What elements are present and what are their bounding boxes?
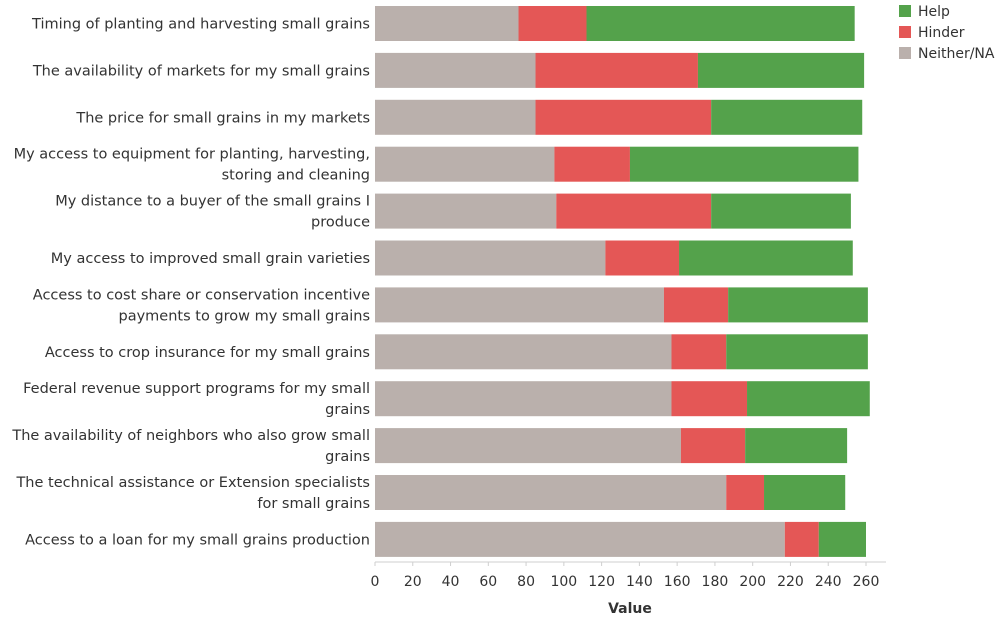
legend-swatch-help: [899, 5, 911, 17]
x-tick-label-240: 240: [815, 574, 842, 590]
x-tick-label-80: 80: [517, 574, 535, 590]
legend-label-help: Help: [918, 4, 950, 20]
legend: Help Hinder Neither/NA: [899, 4, 995, 62]
bar-neither-na-9: [375, 428, 681, 464]
bar-hinder-6: [663, 287, 729, 323]
bar-hinder-9: [680, 428, 746, 464]
x-tick-label-200: 200: [739, 574, 766, 590]
category-label-4-line-1: produce: [311, 215, 370, 231]
x-tick-label-140: 140: [626, 574, 653, 590]
bar-hinder-2: [535, 99, 712, 135]
bar-neither-na-6: [375, 287, 664, 323]
bar-hinder-5: [605, 240, 680, 276]
bar-hinder-4: [556, 193, 712, 229]
bar-hinder-10: [726, 475, 765, 510]
bar-neither-na-8: [375, 381, 672, 417]
x-tick-label-180: 180: [702, 574, 729, 590]
bar-hinder-1: [535, 52, 698, 88]
bar-help-3: [629, 146, 859, 182]
category-label-7-line-0: Access to crop insurance for my small gr…: [45, 345, 370, 361]
category-label-2-line-0: The price for small grains in my markets: [75, 110, 370, 126]
category-label-10-line-0: The technical assistance or Extension sp…: [15, 475, 370, 491]
legend-swatch-neither-na: [899, 47, 911, 59]
bar-help-0: [586, 6, 855, 41]
category-label-5-line-0: My access to improved small grain variet…: [51, 251, 370, 267]
bar-help-2: [711, 99, 863, 135]
bar-neither-na-3: [375, 146, 555, 182]
bar-hinder-7: [671, 334, 727, 370]
bar-hinder-0: [518, 6, 587, 41]
bar-hinder-8: [671, 381, 748, 417]
category-label-4-line-0: My distance to a buyer of the small grai…: [55, 194, 370, 210]
bar-hinder-11: [784, 521, 819, 557]
x-tick-label-100: 100: [550, 574, 577, 590]
x-tick-label-220: 220: [777, 574, 804, 590]
bar-neither-na-5: [375, 240, 606, 276]
legend-label-neither-na: Neither/NA: [918, 46, 995, 62]
category-labels: Timing of planting and harvesting small …: [11, 17, 370, 549]
category-label-0-line-0: Timing of planting and harvesting small …: [31, 17, 370, 33]
x-axis-title: Value: [608, 601, 652, 617]
bar-help-1: [697, 52, 865, 88]
bar-neither-na-10: [375, 475, 727, 510]
bar-help-5: [679, 240, 853, 276]
bar-neither-na-4: [375, 193, 557, 229]
bar-help-6: [728, 287, 868, 323]
bar-neither-na-0: [375, 6, 519, 41]
x-tick-label-0: 0: [371, 574, 380, 590]
bar-neither-na-7: [375, 334, 672, 370]
bar-neither-na-1: [375, 52, 536, 88]
bar-help-7: [726, 334, 868, 370]
x-tick-label-160: 160: [664, 574, 691, 590]
bar-help-4: [711, 193, 851, 229]
bars-group: [375, 6, 870, 557]
category-label-3-line-0: My access to equipment for planting, har…: [14, 147, 370, 163]
x-tick-label-60: 60: [479, 574, 497, 590]
bar-hinder-3: [554, 146, 630, 182]
x-tick-label-120: 120: [588, 574, 615, 590]
category-label-1-line-0: The availability of markets for my small…: [32, 63, 370, 79]
bar-neither-na-2: [375, 99, 536, 135]
x-tick-label-40: 40: [442, 574, 460, 590]
x-tick-label-20: 20: [404, 574, 422, 590]
category-label-9-line-1: grains: [325, 449, 370, 465]
bar-help-10: [764, 475, 846, 510]
category-label-10-line-1: for small grains: [257, 496, 370, 512]
bar-help-9: [745, 428, 848, 464]
category-label-8-line-1: grains: [325, 402, 370, 418]
bar-help-11: [818, 521, 866, 557]
category-label-6-line-1: payments to grow my small grains: [119, 308, 370, 324]
bar-neither-na-11: [375, 521, 785, 557]
category-label-6-line-0: Access to cost share or conservation inc…: [33, 287, 370, 303]
category-label-3-line-1: storing and cleaning: [222, 168, 370, 184]
x-axis: 0 20 40 60 80 100 120 140 160 180 200 220 240 260: [371, 561, 886, 590]
x-tick-label-260: 260: [853, 574, 880, 590]
category-label-8-line-0: Federal revenue support programs for my …: [23, 381, 370, 397]
category-label-9-line-0: The availability of neighbors who also g…: [11, 428, 370, 444]
bar-help-8: [747, 381, 870, 417]
legend-label-hinder: Hinder: [918, 25, 965, 41]
legend-swatch-hinder: [899, 26, 911, 38]
category-label-11-line-0: Access to a loan for my small grains pro…: [25, 532, 370, 548]
